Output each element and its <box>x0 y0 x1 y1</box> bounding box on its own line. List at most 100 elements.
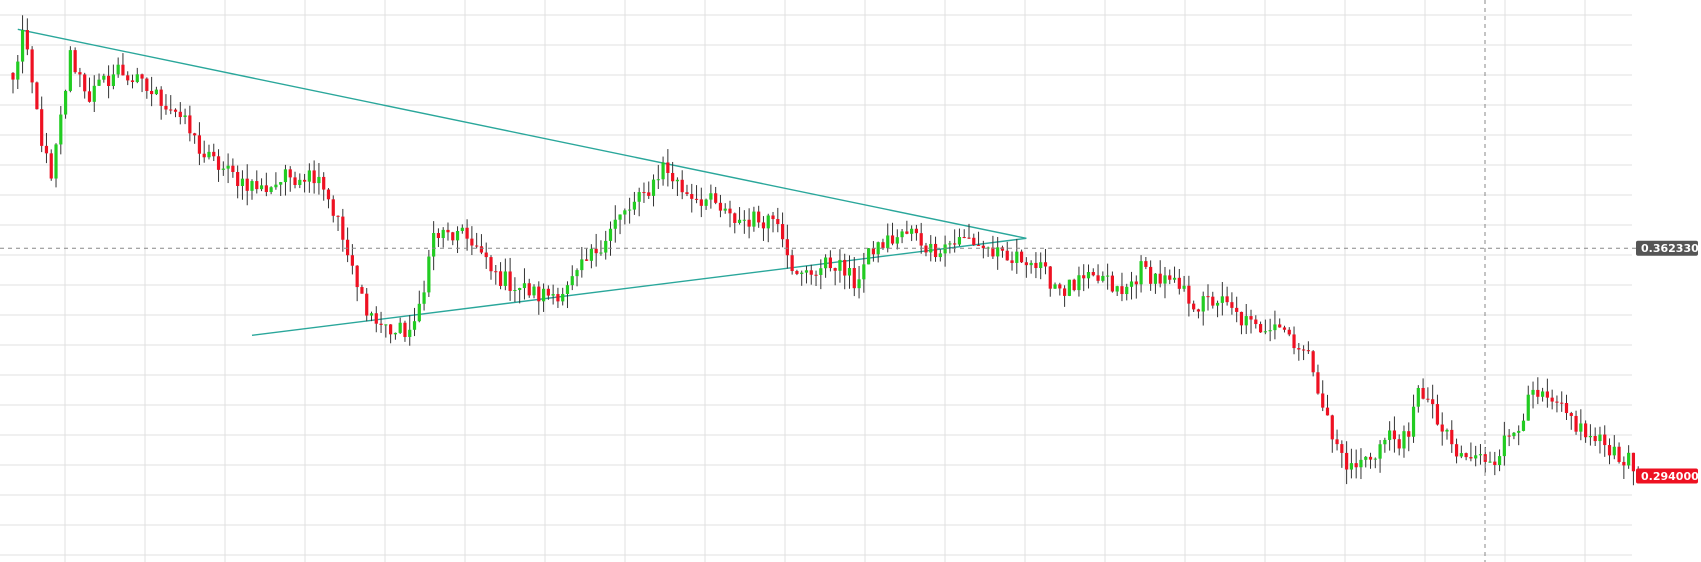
candle-down <box>871 248 875 255</box>
candle-up <box>1220 296 1224 303</box>
candle-up <box>675 179 680 182</box>
candle-down <box>44 145 49 154</box>
candle-up <box>618 214 622 220</box>
candle-down <box>585 259 589 261</box>
candle-down <box>642 192 646 194</box>
candle-down <box>322 176 326 190</box>
candle-down <box>1464 453 1468 458</box>
candle-down <box>451 232 455 241</box>
candle-up <box>1115 286 1119 292</box>
candle-down <box>833 268 837 271</box>
candle-up <box>709 193 713 200</box>
candle-up <box>1531 389 1535 395</box>
candle-down <box>126 75 130 81</box>
candle-down <box>1034 262 1038 269</box>
candle-down <box>1431 399 1435 405</box>
candle-up <box>97 79 101 86</box>
candle-up <box>1101 275 1105 281</box>
candle-up <box>886 235 890 249</box>
candle-down <box>25 30 29 50</box>
candle-up <box>838 259 842 271</box>
candle-down <box>197 135 202 154</box>
candle-up <box>1502 435 1506 457</box>
candle-up <box>384 324 388 326</box>
candle-up <box>996 247 1000 257</box>
candle-down <box>733 213 737 223</box>
candle-down <box>1302 349 1306 351</box>
candle-down <box>1249 316 1253 320</box>
candle-down <box>331 199 335 216</box>
candle-up <box>154 89 158 95</box>
candle-down <box>1340 444 1344 453</box>
candle-down <box>11 72 15 80</box>
candle-down <box>843 259 847 276</box>
candle-down <box>1239 311 1244 326</box>
candle-up <box>900 231 904 238</box>
candle-down <box>1278 324 1282 328</box>
candle-down <box>771 215 775 220</box>
candle-up <box>455 230 460 241</box>
candle-down <box>718 202 723 211</box>
candle-down <box>1555 401 1559 403</box>
candle-down <box>360 287 364 294</box>
candle-up <box>800 272 804 274</box>
candle-up <box>637 192 641 202</box>
candle-down <box>962 237 966 239</box>
candle-down <box>245 178 249 191</box>
candle-up <box>819 268 823 275</box>
last-price-tag <box>1636 468 1698 484</box>
candle-down <box>446 229 450 233</box>
candle-down <box>1507 435 1511 437</box>
candle-down <box>336 215 340 217</box>
candle-down <box>1392 430 1397 440</box>
candle-up <box>1411 406 1416 437</box>
candle-down <box>1354 463 1358 468</box>
candle-down <box>1426 398 1430 400</box>
candle-down <box>193 133 197 136</box>
candle-down <box>169 109 173 111</box>
candle-down <box>1469 457 1473 459</box>
candle-up <box>59 114 63 145</box>
candle-down <box>1235 307 1239 312</box>
candle-up <box>298 179 302 185</box>
candle-up <box>63 90 68 115</box>
candle-up <box>207 151 211 158</box>
candle-up <box>1612 446 1616 456</box>
candle-down <box>1287 329 1291 335</box>
candle-up <box>1402 431 1406 449</box>
candle-up <box>259 185 264 190</box>
candle-up <box>943 244 947 254</box>
candle-down <box>1368 456 1373 460</box>
candle-down <box>389 324 393 335</box>
candle-down <box>785 239 789 256</box>
candle-down <box>790 255 794 272</box>
candle-down <box>494 271 498 273</box>
crosshair-price-tag <box>1636 240 1698 256</box>
candle-down <box>1311 351 1315 373</box>
candle-up <box>369 313 374 316</box>
candle-up <box>1521 420 1526 431</box>
candle-down <box>374 313 378 324</box>
candle-up <box>1416 387 1420 407</box>
price-axis-labels: 0.362330 0.294000 <box>1636 240 1699 484</box>
candle-up <box>910 228 914 234</box>
candle-down <box>87 91 92 102</box>
candle-down <box>78 72 82 75</box>
candle-down <box>164 105 168 110</box>
candle-up <box>1383 439 1387 445</box>
candle-up <box>221 168 225 170</box>
candle-up <box>68 50 72 91</box>
candle-down <box>852 267 856 289</box>
candle-down <box>121 64 125 76</box>
candle-down <box>1091 272 1095 276</box>
candle-down <box>470 238 474 246</box>
candle-down <box>1607 445 1612 456</box>
candle-down <box>293 177 297 185</box>
candle-down <box>953 243 957 245</box>
candle-up <box>102 75 106 80</box>
candle-up <box>16 61 20 80</box>
candle-down <box>647 192 651 196</box>
candle-down <box>479 246 484 253</box>
